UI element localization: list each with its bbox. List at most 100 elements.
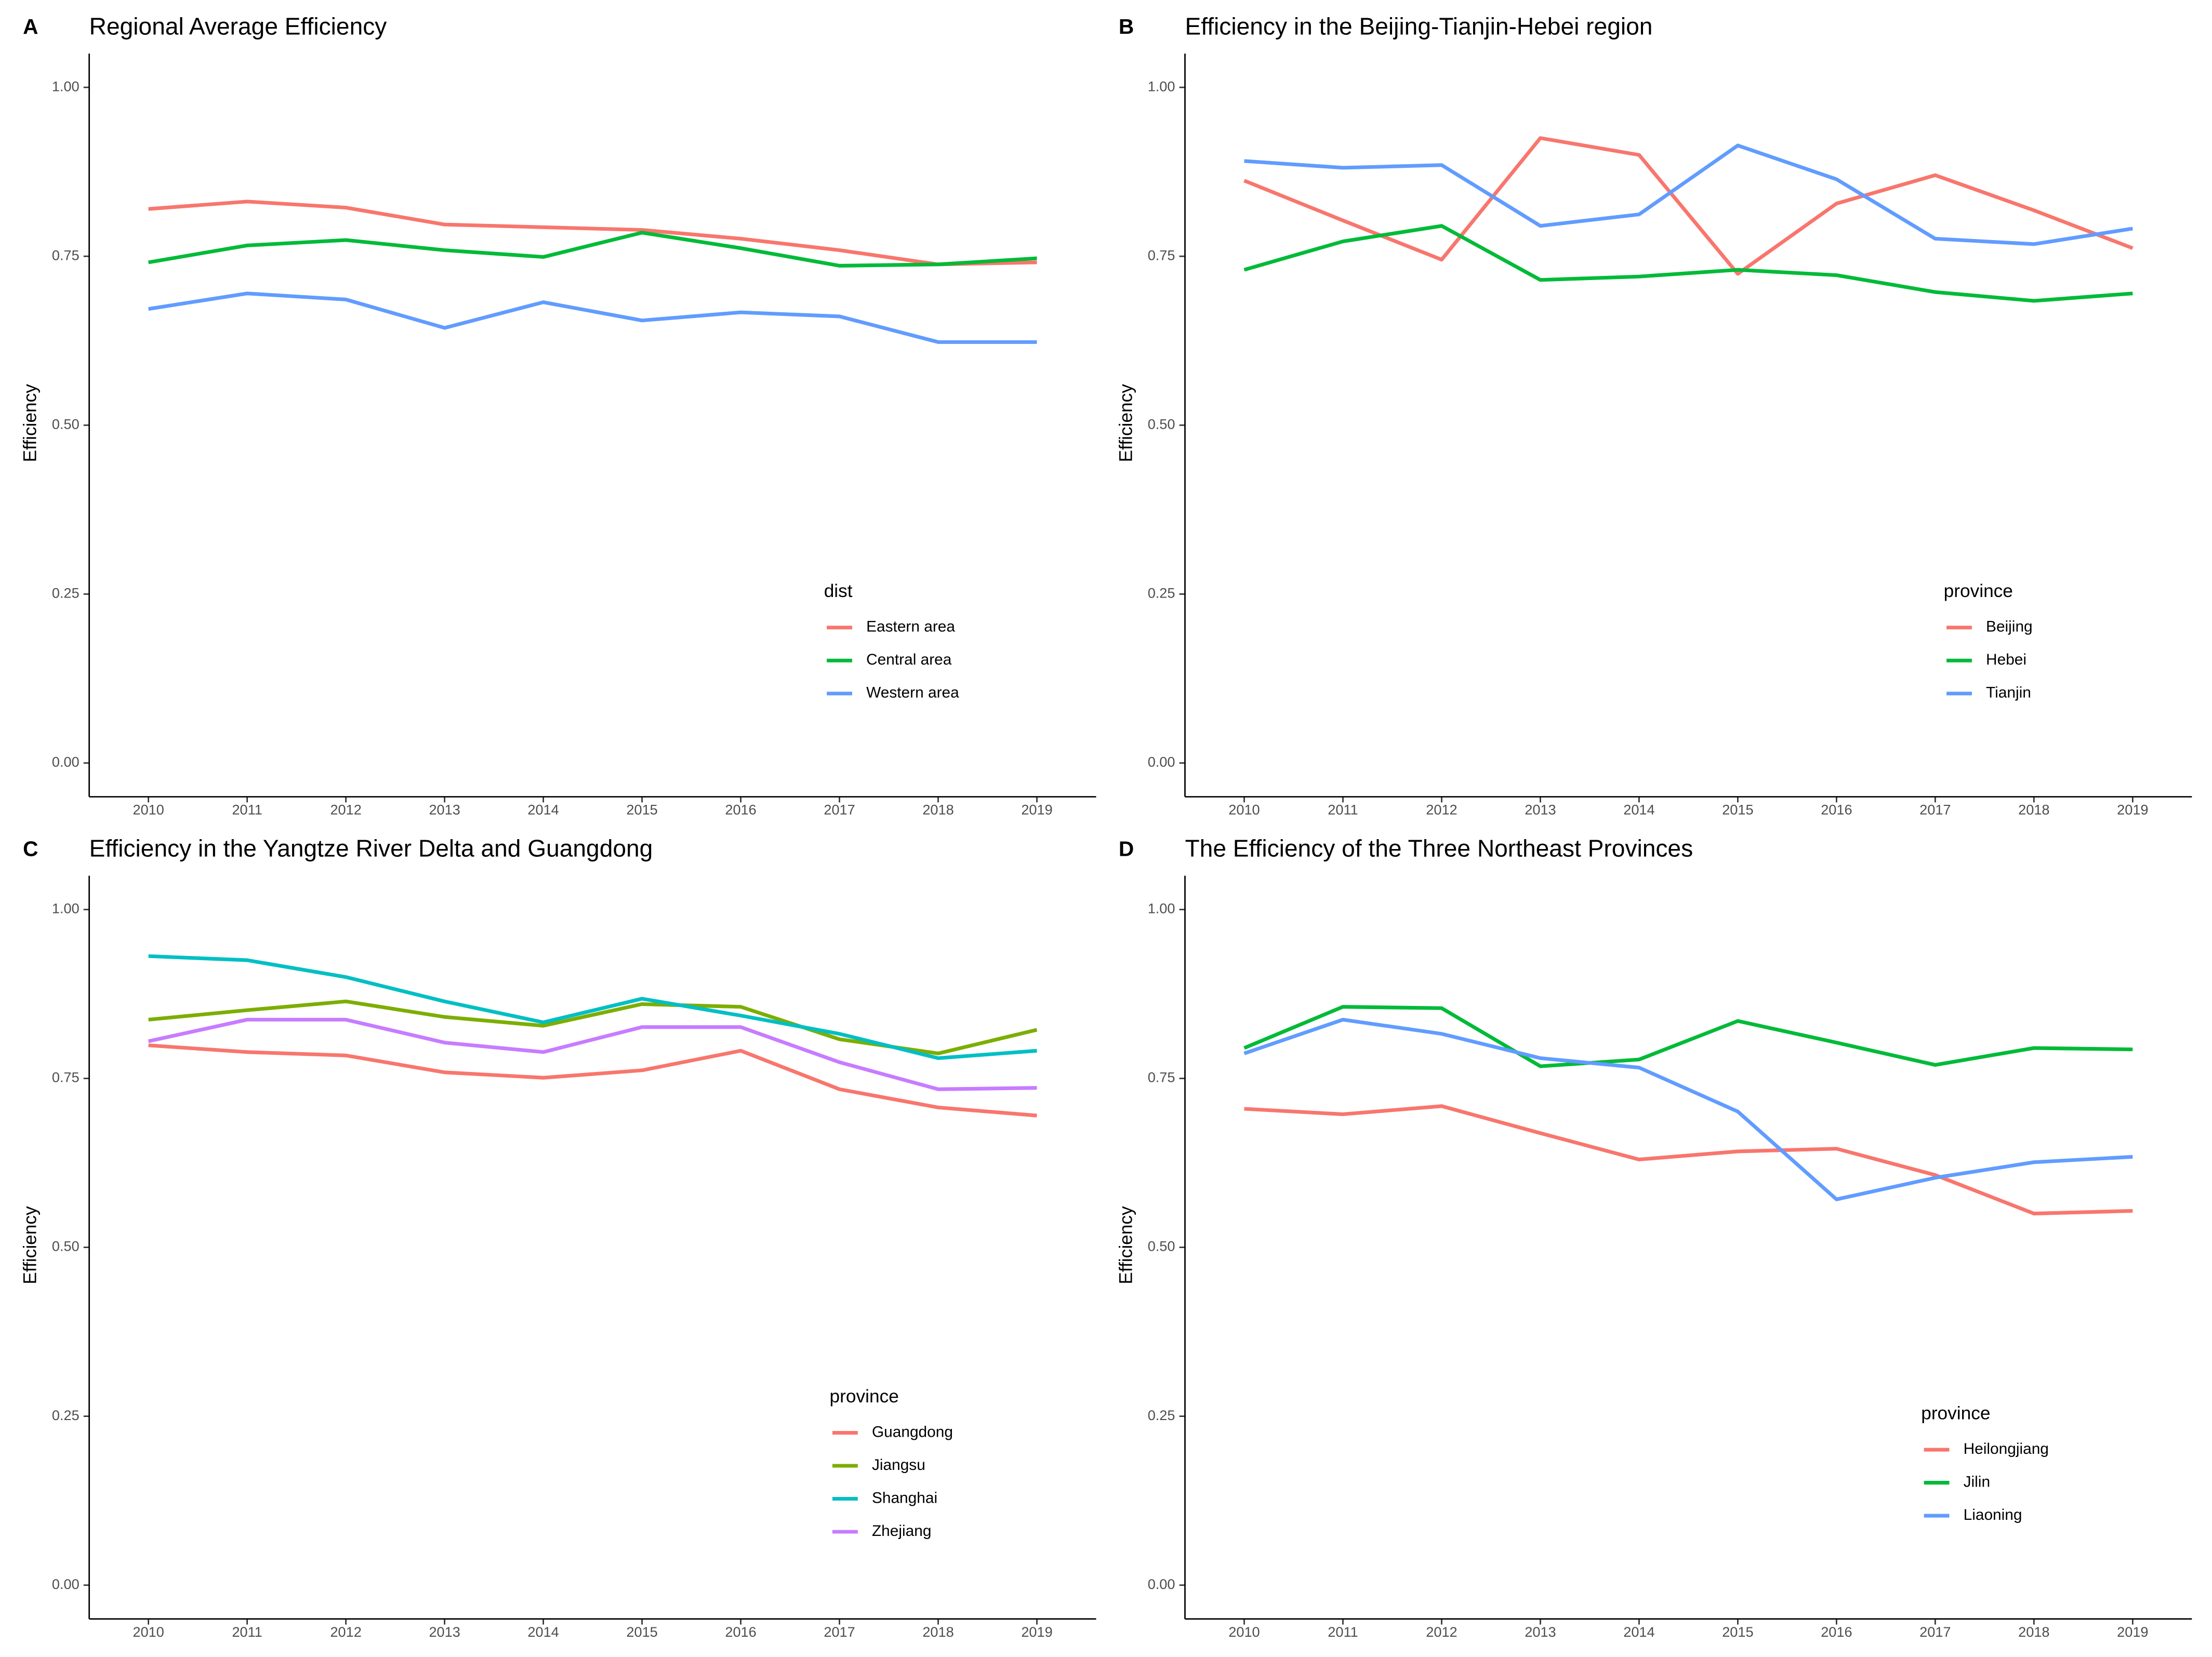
x-tick-label: 2017 [1919,802,1951,818]
legend-title: province [1921,1403,1990,1423]
series-line [148,954,1037,1061]
y-tick-label: 0.00 [52,754,80,770]
x-tick-label: 2010 [133,802,164,818]
legend-label: Tianjin [1986,684,2031,701]
legend-title: province [830,1386,899,1407]
series-line [148,291,1037,344]
legend-label: Western area [866,684,959,701]
x-tick-label: 2019 [2117,1624,2148,1640]
legend-label: Zhejiang [872,1522,931,1540]
x-tick-label: 2011 [232,802,262,818]
x-tick-label: 2012 [1426,802,1457,818]
panel: C Efficiency in the Yangtze River Delta a… [20,835,1096,1640]
x-tick-label: 2018 [2018,1624,2049,1640]
series-line [148,231,1037,268]
series-line [1244,1104,2133,1216]
x-tick-label: 2018 [922,1624,953,1640]
x-tick-label: 2017 [824,1624,855,1640]
chart-title: The Efficiency of the Three Northeast Pr… [1185,835,1693,862]
x-tick-label: 2016 [1821,1624,1852,1640]
y-tick-label: 0.50 [52,1238,80,1254]
y-tick-label: 0.25 [52,585,80,601]
x-tick-label: 2011 [232,1624,262,1640]
x-tick-label: 2011 [1328,802,1358,818]
y-tick-label: 0.00 [1148,1576,1175,1592]
legend-label: Jilin [1964,1473,1990,1490]
x-tick-label: 2014 [1623,1624,1654,1640]
chart-title: Regional Average Efficiency [89,12,387,39]
y-axis-label: Efficiency [1116,384,1136,462]
legend-label: Shanghai [872,1489,937,1506]
legend-label: Heilongjiang [1964,1440,2049,1457]
y-tick-label: 0.25 [1148,1407,1175,1423]
legend-label: Hebei [1986,651,2026,668]
series-line [1244,143,2133,246]
chart-title: Efficiency in the Yangtze River Delta an… [89,835,653,862]
x-tick-label: 2016 [725,802,756,818]
x-tick-label: 2014 [527,802,559,818]
y-tick-label: 0.75 [52,1069,80,1085]
x-tick-label: 2018 [2018,802,2049,818]
legend-title: province [1944,581,2013,601]
series-line [1243,224,2133,303]
panel: A Regional Average Efficiency Efficiency 0.… [20,12,1096,818]
y-tick-label: 0.25 [52,1407,80,1423]
legend-label: Jiangsu [872,1456,925,1474]
series-line [1243,1017,2133,1201]
panel-label: A [23,15,38,38]
legend-label: Eastern area [866,618,955,635]
x-tick-label: 2015 [1722,1624,1753,1640]
y-tick-label: 1.00 [1148,900,1175,917]
y-tick-label: 0.50 [1148,1238,1175,1254]
y-tick-label: 0.75 [52,247,80,263]
legend-label: Beijing [1986,618,2033,635]
y-tick-label: 0.75 [1148,247,1175,263]
legend-label: Guangdong [872,1423,953,1440]
x-tick-label: 2010 [1228,1624,1260,1640]
x-tick-label: 2017 [1919,1624,1951,1640]
series-line [148,1043,1037,1118]
y-axis-label: Efficiency [20,1206,41,1284]
chart-title: Efficiency in the Beijing-Tianjin-Hebei … [1185,12,1652,39]
x-tick-label: 2011 [1328,1624,1358,1640]
legend-label: Liaoning [1964,1506,2022,1523]
y-tick-label: 0.00 [52,1576,80,1592]
y-tick-label: 0.75 [1148,1069,1175,1085]
x-tick-label: 2015 [626,1624,657,1640]
panel-label: B [1119,15,1134,38]
legend-title: dist [824,581,853,601]
x-tick-label: 2013 [429,802,460,818]
x-tick-label: 2015 [626,802,657,818]
x-tick-label: 2010 [133,1624,164,1640]
x-tick-label: 2015 [1722,802,1753,818]
panel-label: D [1119,837,1134,860]
y-tick-label: 1.00 [52,78,80,94]
x-tick-label: 2019 [1021,802,1052,818]
series-line [148,1017,1037,1091]
x-tick-label: 2016 [1821,802,1852,818]
x-tick-label: 2013 [1525,802,1556,818]
x-tick-label: 2012 [1426,1624,1457,1640]
x-tick-label: 2010 [1228,802,1260,818]
y-tick-label: 1.00 [52,900,80,917]
legend-label: Central area [866,651,952,668]
series-line [148,200,1037,267]
y-tick-label: 0.25 [1148,585,1175,601]
series-line [1243,1005,2133,1068]
x-tick-label: 2018 [922,802,953,818]
panel: D The Efficiency of the Three Northeast P… [1116,835,2192,1640]
y-axis-label: Efficiency [1116,1206,1136,1284]
y-tick-label: 0.00 [1148,754,1175,770]
y-axis-label: Efficiency [20,384,41,462]
y-tick-label: 0.50 [1148,416,1175,432]
series-line [1243,136,2134,276]
panel-label: C [23,837,38,860]
x-tick-label: 2016 [725,1624,756,1640]
x-tick-label: 2012 [330,1624,361,1640]
panel: B Efficiency in the Beijing-Tianjin-Hebei… [1116,12,2192,818]
x-tick-label: 2017 [824,802,855,818]
x-tick-label: 2012 [330,802,361,818]
x-tick-label: 2013 [429,1624,460,1640]
